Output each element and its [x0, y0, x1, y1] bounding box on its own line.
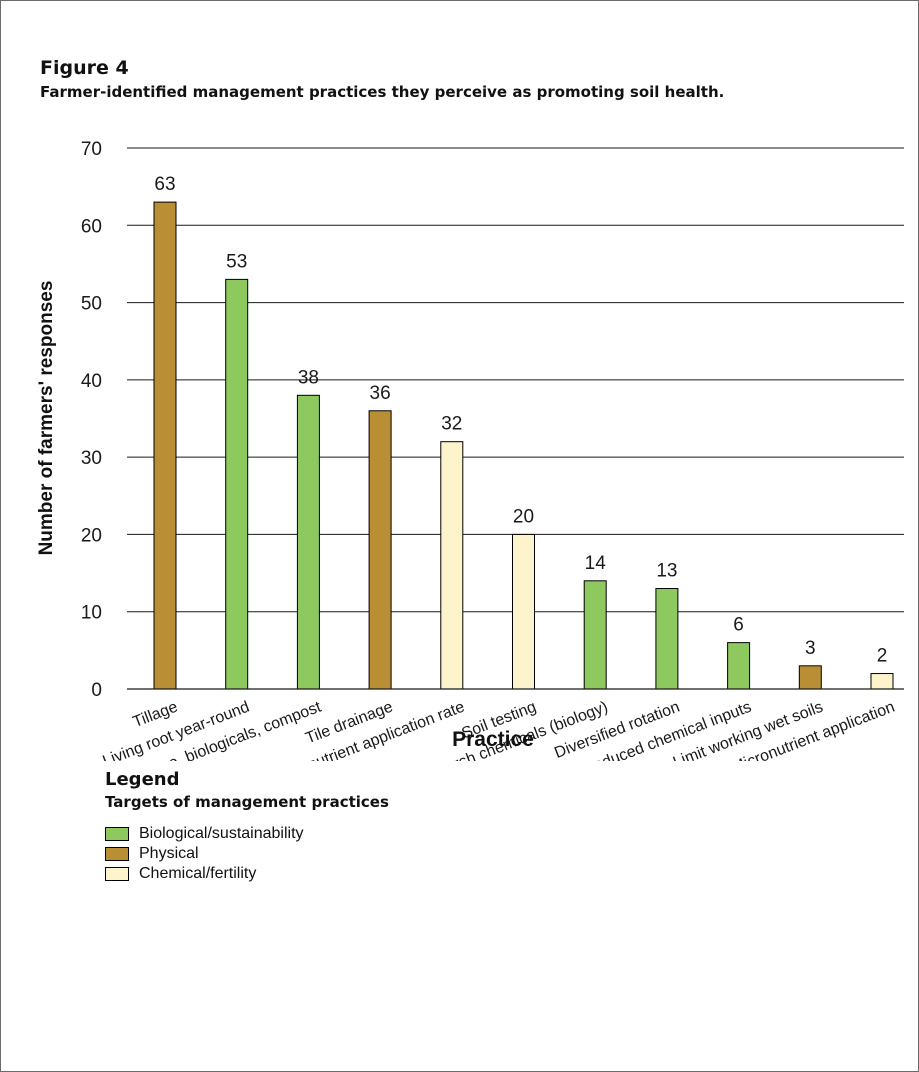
- y-tick-label: 50: [81, 294, 102, 315]
- bar-9: [727, 642, 751, 690]
- y-tick-label: 40: [81, 371, 102, 392]
- bar-value-label: 20: [513, 506, 534, 527]
- bars: [153, 201, 894, 690]
- bar-6: [512, 533, 535, 690]
- bar-value-label: 2: [877, 646, 888, 667]
- legend-subtitle: Targets of management practices: [105, 793, 389, 811]
- bar-value-label: 14: [585, 553, 607, 574]
- bar-value-label: 38: [298, 367, 319, 388]
- bar-11: [870, 673, 894, 690]
- gridlines: [127, 147, 904, 613]
- bar-value-label: 3: [805, 638, 816, 659]
- legend-title: Legend: [105, 769, 180, 790]
- figure-caption: Farmer-identified management practices t…: [40, 83, 725, 101]
- bar-7: [583, 580, 607, 690]
- y-tick-label: 0: [91, 680, 102, 701]
- legend-label-biological: Biological/sustainability: [139, 825, 304, 842]
- bar-value-label: 32: [441, 414, 462, 435]
- bar-value-label: 6: [733, 615, 744, 636]
- bar-value-label: 13: [656, 561, 677, 582]
- bar-value-label: 53: [226, 251, 247, 272]
- figure-label: Figure 4: [40, 57, 129, 79]
- bar-1: [153, 201, 177, 690]
- bar-8: [655, 588, 679, 690]
- y-tick-label: 70: [81, 139, 102, 160]
- legend-label-chemical: Chemical/fertility: [139, 865, 257, 882]
- y-axis-title: Number of farmers' responses: [36, 281, 57, 556]
- bar-5: [440, 441, 464, 690]
- legend-swatch-chemical: [105, 867, 129, 881]
- bar-2: [225, 278, 249, 690]
- x-axis-title: Practice: [452, 728, 534, 751]
- y-tick-label: 30: [81, 448, 102, 469]
- y-tick-label: 20: [81, 525, 102, 546]
- y-tick-label: 10: [81, 603, 102, 624]
- bar-10: [798, 665, 822, 690]
- bar-3: [296, 394, 320, 690]
- legend-swatch-biological: [105, 827, 129, 841]
- y-axis-ticks: 0 10 20 30 40 50 60 70: [81, 139, 102, 701]
- bar-value-label: 63: [154, 174, 175, 195]
- legend-label-physical: Physical: [139, 845, 199, 862]
- bar-4: [368, 410, 392, 690]
- legend-swatch-physical: [105, 847, 129, 861]
- bar-value-label: 36: [370, 383, 391, 404]
- y-tick-label: 60: [81, 216, 102, 237]
